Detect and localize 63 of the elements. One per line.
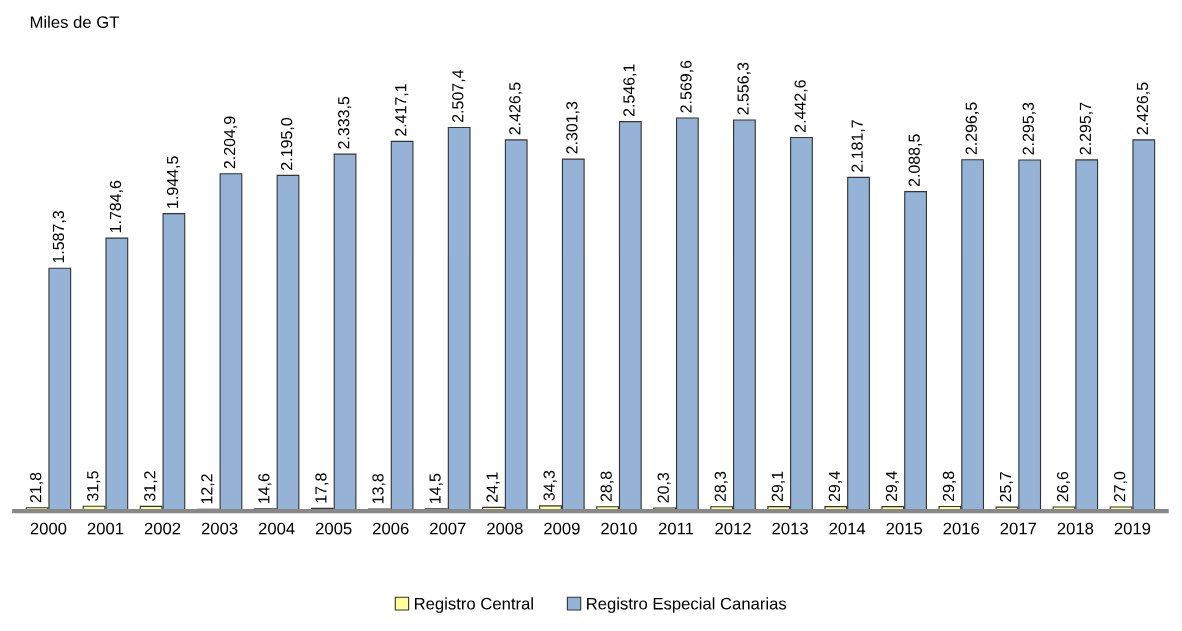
x-tick-label: 2015 xyxy=(886,522,923,535)
data-label: 1.784,6 xyxy=(109,180,124,233)
data-label: 14,6 xyxy=(258,473,272,503)
data-label: 26,6 xyxy=(1056,471,1071,502)
data-label: 17,8 xyxy=(315,473,329,503)
x-tick-label: 2000 xyxy=(30,522,67,535)
data-label: 29,4 xyxy=(885,471,899,502)
data-label: 12,2 xyxy=(201,474,215,504)
data-label: 29,4 xyxy=(828,471,842,502)
x-tick-label: 2001 xyxy=(87,522,124,535)
legend-label: Registro Especial Canarias xyxy=(587,597,787,613)
x-tick-label: 2010 xyxy=(601,522,637,535)
x-tick-label: 2019 xyxy=(1114,522,1151,535)
x-tick-label: 2018 xyxy=(1057,522,1094,535)
x-tick-label: 2004 xyxy=(258,522,295,535)
data-label: 28,8 xyxy=(600,471,614,502)
data-label: 20,3 xyxy=(657,472,671,503)
data-label: 2.417,1 xyxy=(395,84,409,136)
data-label: 2.333,5 xyxy=(338,96,352,149)
data-label: 31,5 xyxy=(87,471,101,501)
data-label: 31,2 xyxy=(144,471,158,502)
data-label: 21,8 xyxy=(30,472,44,503)
data-label: 2.546,1 xyxy=(623,64,637,117)
data-label: 34,3 xyxy=(543,470,557,501)
data-label: 2.507,4 xyxy=(452,70,466,123)
data-label: 29,8 xyxy=(942,471,957,502)
data-label: 2.426,5 xyxy=(509,82,523,135)
data-label: 2.088,5 xyxy=(908,134,922,187)
data-label: 24,1 xyxy=(486,472,500,502)
data-label: 2.295,3 xyxy=(1022,102,1036,155)
data-label: 2.569,6 xyxy=(680,60,694,113)
text: Miles de GT xyxy=(30,15,119,29)
data-label: 2.556,3 xyxy=(737,62,751,115)
data-label: 2.195,0 xyxy=(280,117,295,170)
x-tick-label: 2014 xyxy=(829,522,866,535)
x-tick-label: 2002 xyxy=(144,522,181,535)
data-label: 14,5 xyxy=(429,473,443,503)
x-tick-label: 2006 xyxy=(373,522,409,535)
data-label: 2.295,7 xyxy=(1079,102,1093,155)
data-label: 2.204,9 xyxy=(223,116,238,169)
data-label: 27,0 xyxy=(1114,471,1128,502)
data-label: 2.181,7 xyxy=(851,120,865,172)
x-tick-label: 2012 xyxy=(715,522,751,535)
data-label: 2.426,5 xyxy=(1136,82,1150,135)
data-label: 2.442,6 xyxy=(794,80,808,132)
x-tick-label: 2005 xyxy=(315,522,352,535)
legend-label: Registro Central xyxy=(414,597,533,613)
x-tick-label: 2011 xyxy=(658,522,694,535)
x-tick-label: 2009 xyxy=(544,522,580,535)
data-label: 1.587,3 xyxy=(52,210,66,263)
data-label: 13,8 xyxy=(372,473,386,504)
data-label: 2.296,5 xyxy=(965,102,979,155)
data-label: 2.301,3 xyxy=(566,101,580,154)
data-label: 28,3 xyxy=(714,471,728,502)
data-label: 1.944,5 xyxy=(166,156,181,208)
x-tick-label: 2017 xyxy=(1000,522,1036,535)
x-tick-label: 2003 xyxy=(201,522,238,535)
x-tick-label: 2007 xyxy=(430,522,466,535)
data-label: 29,1 xyxy=(771,471,785,502)
data-label: 25,7 xyxy=(999,472,1014,502)
x-tick-label: 2013 xyxy=(772,522,808,535)
x-tick-label: 2008 xyxy=(487,522,523,535)
x-tick-label: 2016 xyxy=(943,522,980,535)
